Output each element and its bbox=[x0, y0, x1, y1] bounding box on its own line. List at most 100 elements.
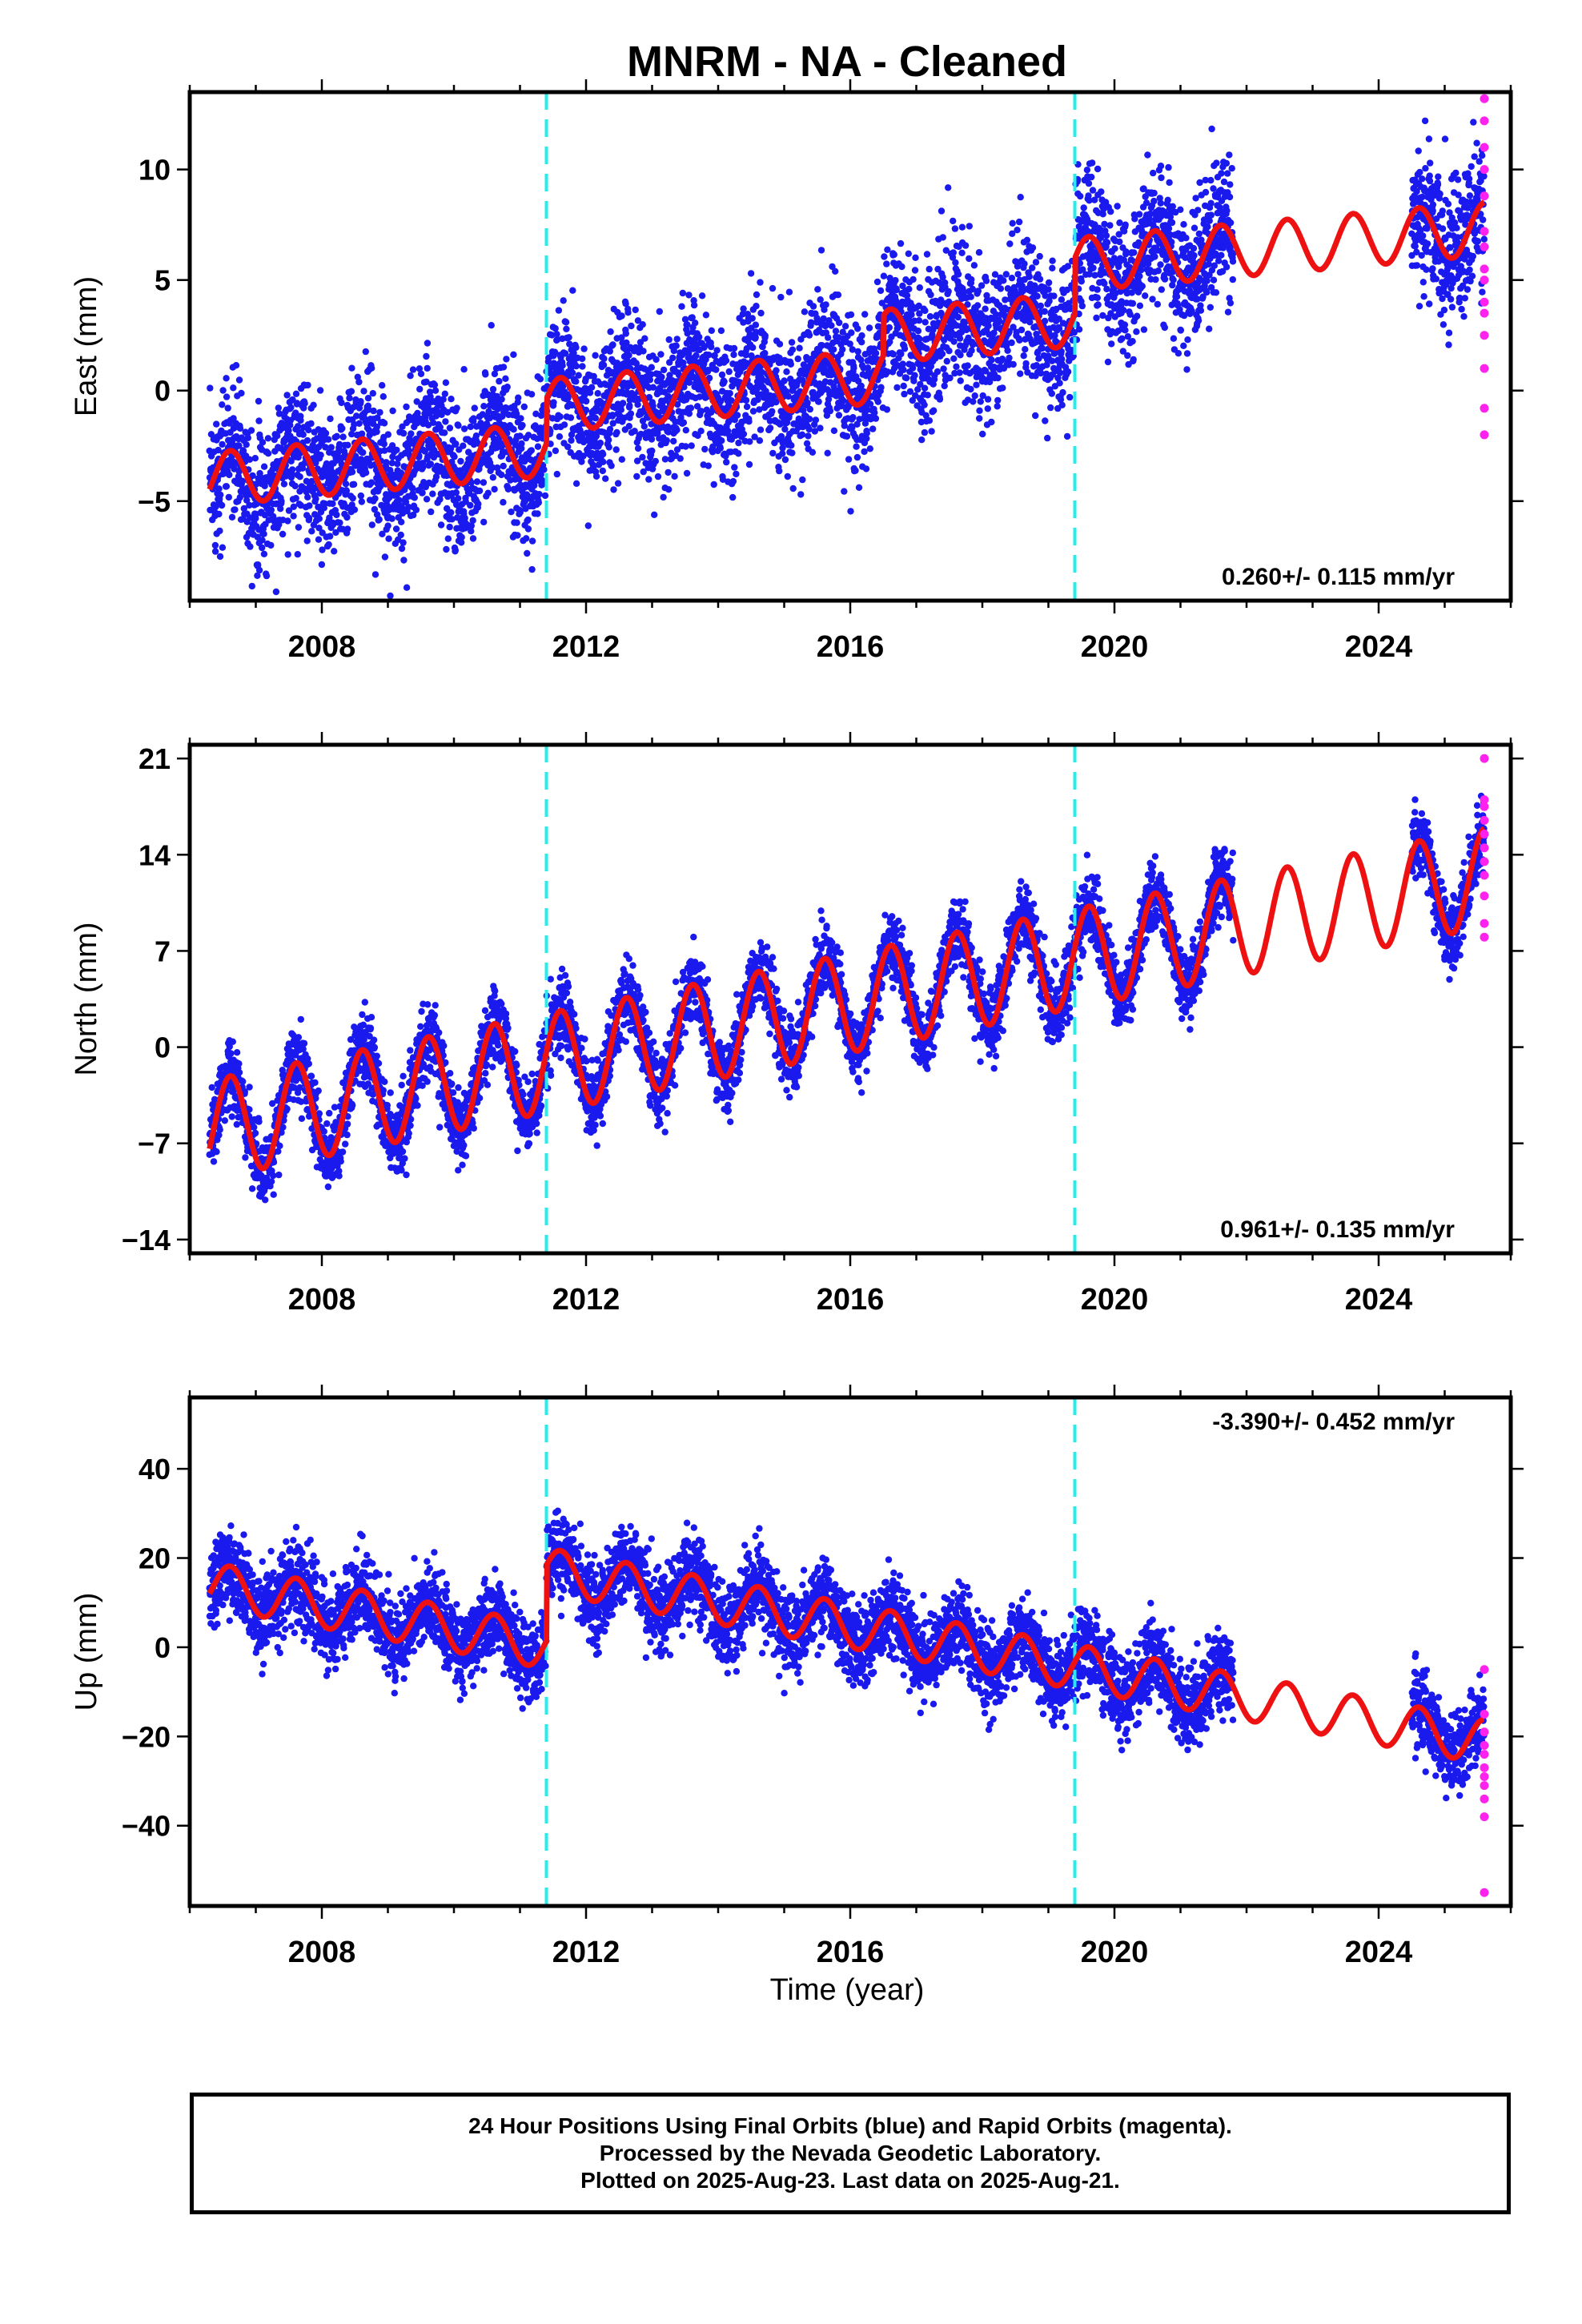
final-orbit-point bbox=[628, 322, 635, 330]
final-orbit-point bbox=[553, 331, 560, 338]
final-orbit-point bbox=[379, 382, 386, 389]
final-orbit-point bbox=[531, 481, 538, 489]
final-orbit-point bbox=[1049, 264, 1056, 271]
final-orbit-point bbox=[977, 398, 985, 405]
final-orbit-point bbox=[753, 291, 761, 299]
final-orbit-point bbox=[500, 364, 508, 371]
final-orbit-point bbox=[513, 519, 520, 526]
final-orbit-point bbox=[524, 525, 532, 533]
final-orbit-point bbox=[230, 415, 237, 422]
final-orbit-point bbox=[1103, 285, 1110, 293]
final-orbit-point bbox=[421, 448, 428, 455]
final-orbit-point bbox=[645, 476, 652, 483]
final-orbit-point bbox=[1118, 335, 1126, 342]
final-orbit-point bbox=[1090, 264, 1097, 271]
final-orbit-point bbox=[910, 377, 917, 384]
final-orbit-point bbox=[569, 287, 576, 294]
final-orbit-point bbox=[1004, 347, 1011, 354]
final-orbit-point bbox=[537, 471, 544, 478]
final-orbit-point bbox=[1022, 360, 1030, 368]
final-orbit-point bbox=[572, 378, 580, 385]
final-orbit-point bbox=[437, 521, 445, 529]
final-orbit-point bbox=[745, 418, 753, 425]
final-orbit-point bbox=[534, 443, 542, 450]
final-orbit-point bbox=[564, 443, 572, 451]
final-orbit-point bbox=[308, 528, 315, 535]
final-orbit-point bbox=[405, 504, 412, 511]
final-orbit-point bbox=[423, 398, 431, 405]
final-orbit-point bbox=[950, 355, 958, 362]
final-orbit-point bbox=[226, 471, 233, 479]
final-orbit-point bbox=[605, 444, 612, 451]
final-orbit-point bbox=[1157, 199, 1165, 207]
final-orbit-point bbox=[652, 457, 659, 465]
final-orbit-point bbox=[215, 485, 223, 493]
final-orbit-point bbox=[419, 489, 426, 497]
final-orbit-point bbox=[731, 464, 738, 471]
final-orbit-point bbox=[742, 396, 750, 404]
final-orbit-point bbox=[552, 447, 560, 455]
final-orbit-point bbox=[403, 403, 410, 411]
final-orbit-point bbox=[852, 467, 859, 474]
final-orbit-point bbox=[988, 418, 995, 426]
final-orbit-point bbox=[413, 398, 420, 405]
final-orbit-point bbox=[725, 368, 733, 376]
final-orbit-point bbox=[504, 485, 512, 493]
final-orbit-point bbox=[988, 356, 995, 364]
final-orbit-point bbox=[489, 464, 496, 471]
final-orbit-point bbox=[985, 322, 992, 330]
final-orbit-point bbox=[255, 566, 263, 574]
final-orbit-point bbox=[822, 301, 829, 308]
final-orbit-point bbox=[722, 357, 730, 364]
final-orbit-point bbox=[680, 419, 688, 426]
final-orbit-point bbox=[287, 457, 295, 464]
final-orbit-point bbox=[440, 396, 447, 403]
final-orbit-point bbox=[683, 469, 691, 477]
final-orbit-point bbox=[718, 371, 726, 379]
final-orbit-point bbox=[847, 508, 854, 515]
final-orbit-point bbox=[243, 497, 251, 504]
final-orbit-point bbox=[890, 251, 898, 259]
final-orbit-point bbox=[787, 360, 794, 368]
final-orbit-point bbox=[663, 436, 670, 444]
final-orbit-point bbox=[536, 376, 544, 383]
final-orbit-point bbox=[216, 527, 223, 535]
final-orbit-point bbox=[881, 253, 888, 260]
final-orbit-point bbox=[1089, 159, 1096, 167]
final-orbit-point bbox=[219, 440, 226, 448]
final-orbit-point bbox=[1078, 278, 1086, 285]
final-orbit-point bbox=[673, 426, 681, 433]
final-orbit-point bbox=[443, 545, 450, 553]
final-orbit-point bbox=[1050, 292, 1058, 300]
final-orbit-point bbox=[1014, 271, 1022, 278]
final-orbit-point bbox=[1174, 350, 1182, 357]
final-orbit-point bbox=[500, 499, 507, 506]
final-orbit-point bbox=[761, 349, 769, 357]
final-orbit-point bbox=[381, 447, 388, 454]
final-orbit-point bbox=[327, 444, 335, 451]
final-orbit-point bbox=[475, 501, 482, 508]
final-orbit-point bbox=[304, 381, 311, 389]
final-orbit-point bbox=[829, 346, 837, 353]
final-orbit-point bbox=[1116, 219, 1123, 227]
final-orbit-point bbox=[1206, 325, 1213, 332]
final-orbit-point bbox=[308, 477, 315, 485]
final-orbit-point bbox=[1426, 177, 1434, 185]
final-orbit-point bbox=[834, 292, 842, 299]
final-orbit-point bbox=[451, 453, 458, 460]
final-orbit-point bbox=[219, 401, 226, 408]
final-orbit-point bbox=[1066, 393, 1074, 401]
final-orbit-point bbox=[1032, 259, 1040, 266]
final-orbit-point bbox=[1047, 404, 1054, 412]
final-orbit-point bbox=[562, 319, 570, 326]
final-orbit-point bbox=[1191, 224, 1199, 231]
final-orbit-point bbox=[928, 428, 935, 435]
final-orbit-point bbox=[259, 544, 266, 552]
final-orbit-point bbox=[584, 522, 592, 529]
final-orbit-point bbox=[303, 477, 311, 485]
final-orbit-point bbox=[376, 408, 383, 416]
final-orbit-point bbox=[508, 509, 515, 516]
final-orbit-point bbox=[305, 514, 313, 522]
final-orbit-point bbox=[325, 541, 332, 549]
final-orbit-point bbox=[1014, 227, 1021, 234]
